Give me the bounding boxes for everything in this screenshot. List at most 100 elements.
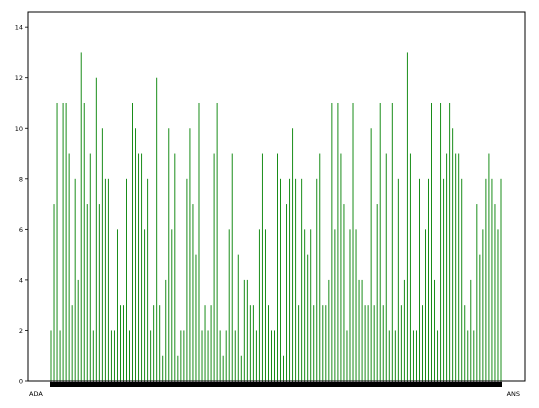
bar	[437, 330, 439, 381]
bar	[394, 330, 396, 381]
bar	[264, 229, 266, 381]
bar	[289, 178, 291, 381]
bar	[470, 279, 472, 381]
bar	[89, 153, 91, 381]
bar	[123, 305, 124, 381]
x-ticks-group	[50, 381, 502, 387]
bar	[476, 204, 478, 381]
bar	[132, 102, 133, 382]
bar	[83, 102, 85, 382]
bar	[213, 153, 215, 381]
bar	[295, 178, 297, 381]
bar	[243, 279, 245, 381]
y-tick-label: 0	[19, 378, 23, 386]
bar	[56, 102, 58, 382]
bar	[343, 204, 345, 381]
bar	[307, 254, 309, 381]
bar	[201, 330, 203, 381]
y-tick-label: 8	[19, 175, 23, 183]
bar	[500, 178, 502, 381]
bar	[150, 330, 152, 381]
bar	[222, 355, 224, 381]
bar	[240, 355, 242, 381]
bar	[400, 305, 402, 381]
bar	[458, 153, 460, 381]
bar	[135, 128, 137, 381]
bar	[298, 305, 300, 381]
bar	[352, 102, 354, 382]
bar	[379, 102, 381, 382]
bar	[376, 204, 378, 381]
bar	[331, 102, 333, 382]
x-tick-label-first: ADA	[29, 390, 43, 398]
bar	[162, 355, 164, 381]
bar	[62, 102, 64, 382]
bar	[59, 330, 61, 381]
bar	[207, 330, 209, 381]
bar	[98, 204, 100, 381]
bar	[280, 178, 281, 381]
bar	[65, 102, 67, 382]
bar	[116, 229, 118, 381]
bar	[464, 305, 466, 381]
bar	[391, 102, 393, 382]
bar	[104, 178, 106, 381]
bar	[255, 330, 257, 381]
bar	[443, 178, 445, 381]
bar	[228, 229, 230, 381]
bar	[71, 305, 73, 381]
bar	[80, 52, 82, 381]
bar	[491, 178, 493, 381]
bar	[455, 153, 457, 381]
bar	[204, 305, 206, 381]
bar	[440, 102, 442, 382]
bar	[153, 305, 155, 381]
bar	[237, 254, 239, 381]
bar	[358, 279, 360, 381]
bar	[180, 330, 182, 381]
bar	[141, 153, 143, 381]
bar	[210, 305, 212, 381]
bar	[95, 77, 97, 382]
bar	[361, 279, 363, 381]
bar	[246, 279, 248, 381]
bar	[268, 305, 269, 381]
plot-frame	[27, 11, 526, 382]
x-tick-label-last: ANS	[507, 390, 520, 398]
bar	[183, 330, 185, 381]
bar	[319, 153, 321, 381]
bar	[322, 305, 324, 381]
bar	[346, 330, 348, 381]
bar	[337, 102, 339, 382]
bar	[328, 279, 330, 381]
y-tick-label: 6	[19, 226, 23, 234]
bar	[186, 178, 188, 381]
bar	[234, 330, 236, 381]
bar	[192, 204, 194, 381]
bar	[452, 128, 454, 381]
bar	[494, 204, 496, 381]
bar	[310, 229, 312, 381]
bar	[219, 330, 221, 381]
bar	[385, 153, 387, 381]
bar	[473, 330, 475, 381]
bar	[434, 279, 436, 381]
bar	[101, 128, 103, 381]
bar	[479, 254, 481, 381]
bar	[165, 279, 167, 381]
bar	[301, 178, 303, 381]
bar	[271, 330, 272, 381]
bar	[313, 305, 315, 381]
bar	[431, 102, 432, 382]
bar	[249, 305, 251, 381]
bar	[129, 330, 130, 381]
bar	[382, 305, 384, 381]
bar	[364, 305, 366, 381]
y-tick-label: 14	[15, 24, 23, 32]
bar	[225, 330, 227, 381]
bar	[216, 102, 218, 382]
bar	[412, 330, 414, 381]
bar	[485, 178, 487, 381]
bar	[349, 229, 351, 381]
bar	[261, 153, 263, 381]
